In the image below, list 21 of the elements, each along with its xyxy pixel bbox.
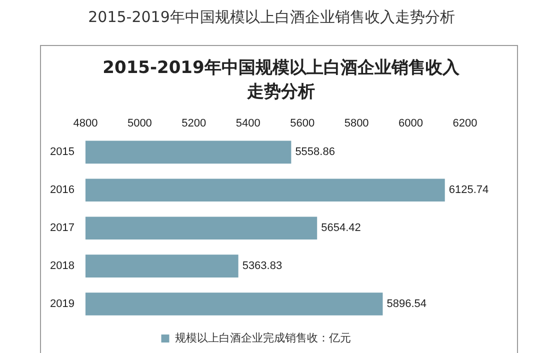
y-tick-label: 2016 [50,184,74,196]
y-tick-label: 2017 [50,222,74,234]
data-label: 5896.54 [386,298,426,310]
legend-label: 规模以上白酒企业完成销售收：亿元 [174,332,351,345]
data-label: 5363.83 [242,260,282,272]
y-tick-label: 2018 [50,260,74,272]
x-tick-label: 4800 [73,118,98,130]
data-label: 5654.42 [321,222,361,234]
data-label: 5558.86 [295,146,335,158]
x-tick-label: 5200 [182,118,206,130]
chart-title: 2015-2019年中国规模以上白酒企业销售收入走势分析 [87,8,456,27]
x-tick-label: 5400 [236,118,260,130]
x-tick-label: 6000 [398,118,424,130]
x-tick-label: 6200 [452,118,478,130]
data-label: 6125.74 [448,184,489,196]
x-tick-label: 5600 [290,118,315,130]
x-tick-label: 5000 [127,118,152,130]
y-tick-label: 2019 [50,298,74,310]
y-tick-label: 2015 [50,146,74,158]
chart-subtitle: 2015-2019年中国规模以上白酒企业销售收入走势分析 [102,57,460,104]
x-tick-label: 5800 [344,118,369,130]
